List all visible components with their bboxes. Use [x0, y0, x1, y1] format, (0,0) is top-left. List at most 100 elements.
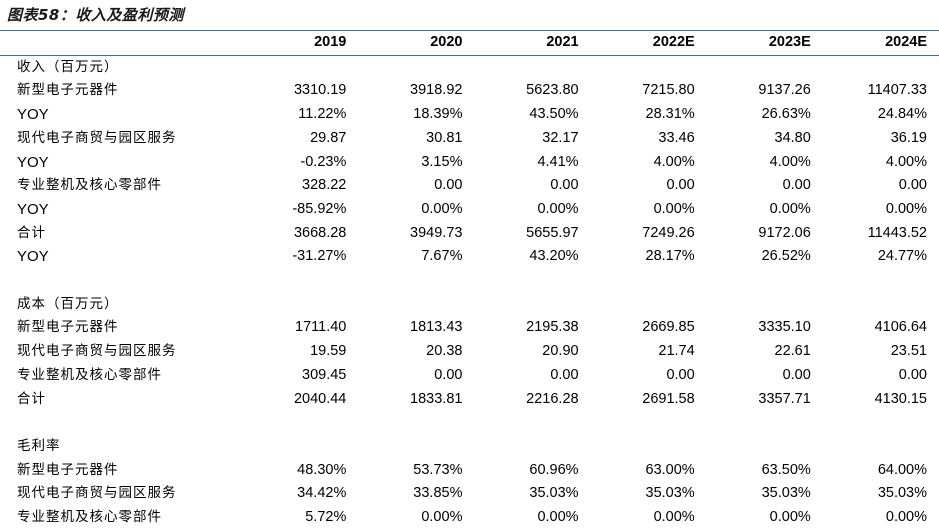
spacer-row — [0, 411, 939, 435]
value-cell: 0.00 — [898, 366, 927, 383]
value-cell: 0.00 — [898, 177, 927, 194]
header-year: 2024E — [822, 31, 939, 56]
value-cell — [707, 293, 823, 317]
value-cell: 5655.97 — [526, 224, 579, 241]
value-cell: 30.81 — [426, 129, 463, 146]
value-cell: 0.00% — [537, 200, 579, 217]
value-cell: 11407.33 — [867, 82, 927, 99]
value-cell: 0.00 — [434, 366, 463, 383]
row-label — [0, 411, 242, 435]
row-label: 收入（百万元） — [17, 58, 119, 75]
value-cell — [591, 293, 707, 317]
table-row: YOY -31.27% 7.67% 43.20% 28.17% 26.52% 24.77% — [0, 245, 939, 269]
value-cell — [823, 293, 939, 317]
value-cell — [591, 435, 707, 459]
row-label: 现代电子商贸与园区服务 — [17, 129, 177, 146]
value-cell: 3335.10 — [758, 319, 811, 336]
table-row: 毛利率 — [0, 435, 939, 459]
value-cell: 43.50% — [529, 106, 579, 123]
value-cell — [823, 435, 939, 459]
value-cell: 35.03% — [761, 485, 811, 502]
value-cell: 2691.58 — [642, 390, 695, 407]
value-cell: 33.46 — [658, 129, 695, 146]
value-cell: 7.67% — [421, 248, 463, 265]
table-row: 专业整机及核心零部件 309.45 0.00 0.00 0.00 0.00 0.00 — [0, 364, 939, 388]
value-cell: 309.45 — [302, 366, 347, 383]
value-cell — [358, 411, 474, 435]
value-cell: 3949.73 — [410, 224, 463, 241]
value-cell: 0.00% — [421, 509, 463, 526]
value-cell — [474, 411, 590, 435]
value-cell: 7249.26 — [642, 224, 695, 241]
value-cell: 32.17 — [542, 129, 579, 146]
row-label: 合计 — [17, 390, 46, 407]
value-cell: 3.15% — [421, 153, 463, 170]
table-row: 新型电子元器件 48.30% 53.73% 60.96% 63.00% 63.50% 64.… — [0, 459, 939, 483]
value-cell: -85.92% — [292, 200, 347, 217]
table-row: YOY 11.22% 18.39% 43.50% 28.31% 26.63% 24.84% — [0, 103, 939, 127]
value-cell: 9172.06 — [758, 224, 811, 241]
row-label: YOY — [17, 106, 49, 124]
value-cell: 0.00% — [421, 200, 463, 217]
value-cell: 22.61 — [774, 343, 811, 360]
table-row: 专业整机及核心零部件 5.72% 0.00% 0.00% 0.00% 0.00% 0.00% — [0, 506, 939, 530]
value-cell: 28.31% — [645, 106, 695, 123]
forecast-table: 2019 2020 2021 2022E 2023E 2024E 收入（百万元）… — [0, 31, 939, 530]
value-cell — [474, 269, 590, 293]
value-cell: 21.74 — [658, 343, 695, 360]
spacer-row — [0, 269, 939, 293]
value-cell: 0.00% — [885, 509, 927, 526]
value-cell: 35.03% — [877, 485, 927, 502]
value-cell — [242, 269, 358, 293]
value-cell — [707, 269, 823, 293]
value-cell: 2669.85 — [642, 319, 695, 336]
value-cell: 24.84% — [877, 106, 927, 123]
value-cell — [707, 411, 823, 435]
table-row: 专业整机及核心零部件 328.22 0.00 0.00 0.00 0.00 0.00 — [0, 174, 939, 198]
value-cell: 11443.52 — [867, 224, 927, 241]
table-row: 现代电子商贸与园区服务 19.59 20.38 20.90 21.74 22.61 23.5… — [0, 340, 939, 364]
value-cell — [242, 293, 358, 317]
value-cell — [358, 269, 474, 293]
table-row: 现代电子商贸与园区服务 29.87 30.81 32.17 33.46 34.80 36.1… — [0, 127, 939, 151]
value-cell: 63.00% — [645, 461, 695, 478]
header-row: 2019 2020 2021 2022E 2023E 2024E — [0, 31, 939, 56]
value-cell: 35.03% — [529, 485, 579, 502]
value-cell: 0.00% — [769, 200, 811, 217]
value-cell: 1813.43 — [410, 319, 463, 336]
value-cell — [358, 293, 474, 317]
value-cell: 0.00% — [537, 509, 579, 526]
value-cell: 2040.44 — [293, 390, 347, 407]
value-cell: 4.41% — [537, 153, 579, 170]
value-cell: 28.17% — [645, 248, 695, 265]
value-cell: 0.00% — [885, 200, 927, 217]
value-cell: 33.85% — [413, 485, 463, 502]
value-cell: 3310.19 — [293, 82, 347, 99]
value-cell: 3668.28 — [293, 224, 347, 241]
value-cell: 29.87 — [310, 129, 347, 146]
value-cell: 0.00% — [653, 509, 695, 526]
value-cell: 26.63% — [761, 106, 811, 123]
value-cell: 48.30% — [297, 461, 347, 478]
header-year: 2023E — [706, 31, 823, 56]
row-label: 现代电子商贸与园区服务 — [17, 485, 177, 502]
value-cell — [358, 55, 474, 79]
header-year: 2019 — [242, 31, 359, 56]
value-cell: 4130.15 — [874, 390, 927, 407]
table-row: YOY -0.23% 3.15% 4.41% 4.00% 4.00% 4.00% — [0, 151, 939, 175]
figure-title: 图表58：收入及盈利预测 — [7, 6, 184, 24]
row-label: YOY — [17, 248, 49, 266]
row-label: 合计 — [17, 224, 46, 241]
value-cell: 0.00 — [782, 366, 811, 383]
header-label-cell — [0, 31, 243, 56]
value-cell — [242, 411, 358, 435]
value-cell: 0.00 — [550, 177, 579, 194]
value-cell: 23.51 — [890, 343, 927, 360]
value-cell — [707, 55, 823, 79]
row-label: 成本（百万元） — [17, 295, 119, 312]
value-cell — [474, 293, 590, 317]
header-year: 2022E — [590, 31, 707, 56]
title-divider — [0, 30, 939, 31]
value-cell: 20.38 — [426, 343, 463, 360]
value-cell: 34.80 — [774, 129, 811, 146]
